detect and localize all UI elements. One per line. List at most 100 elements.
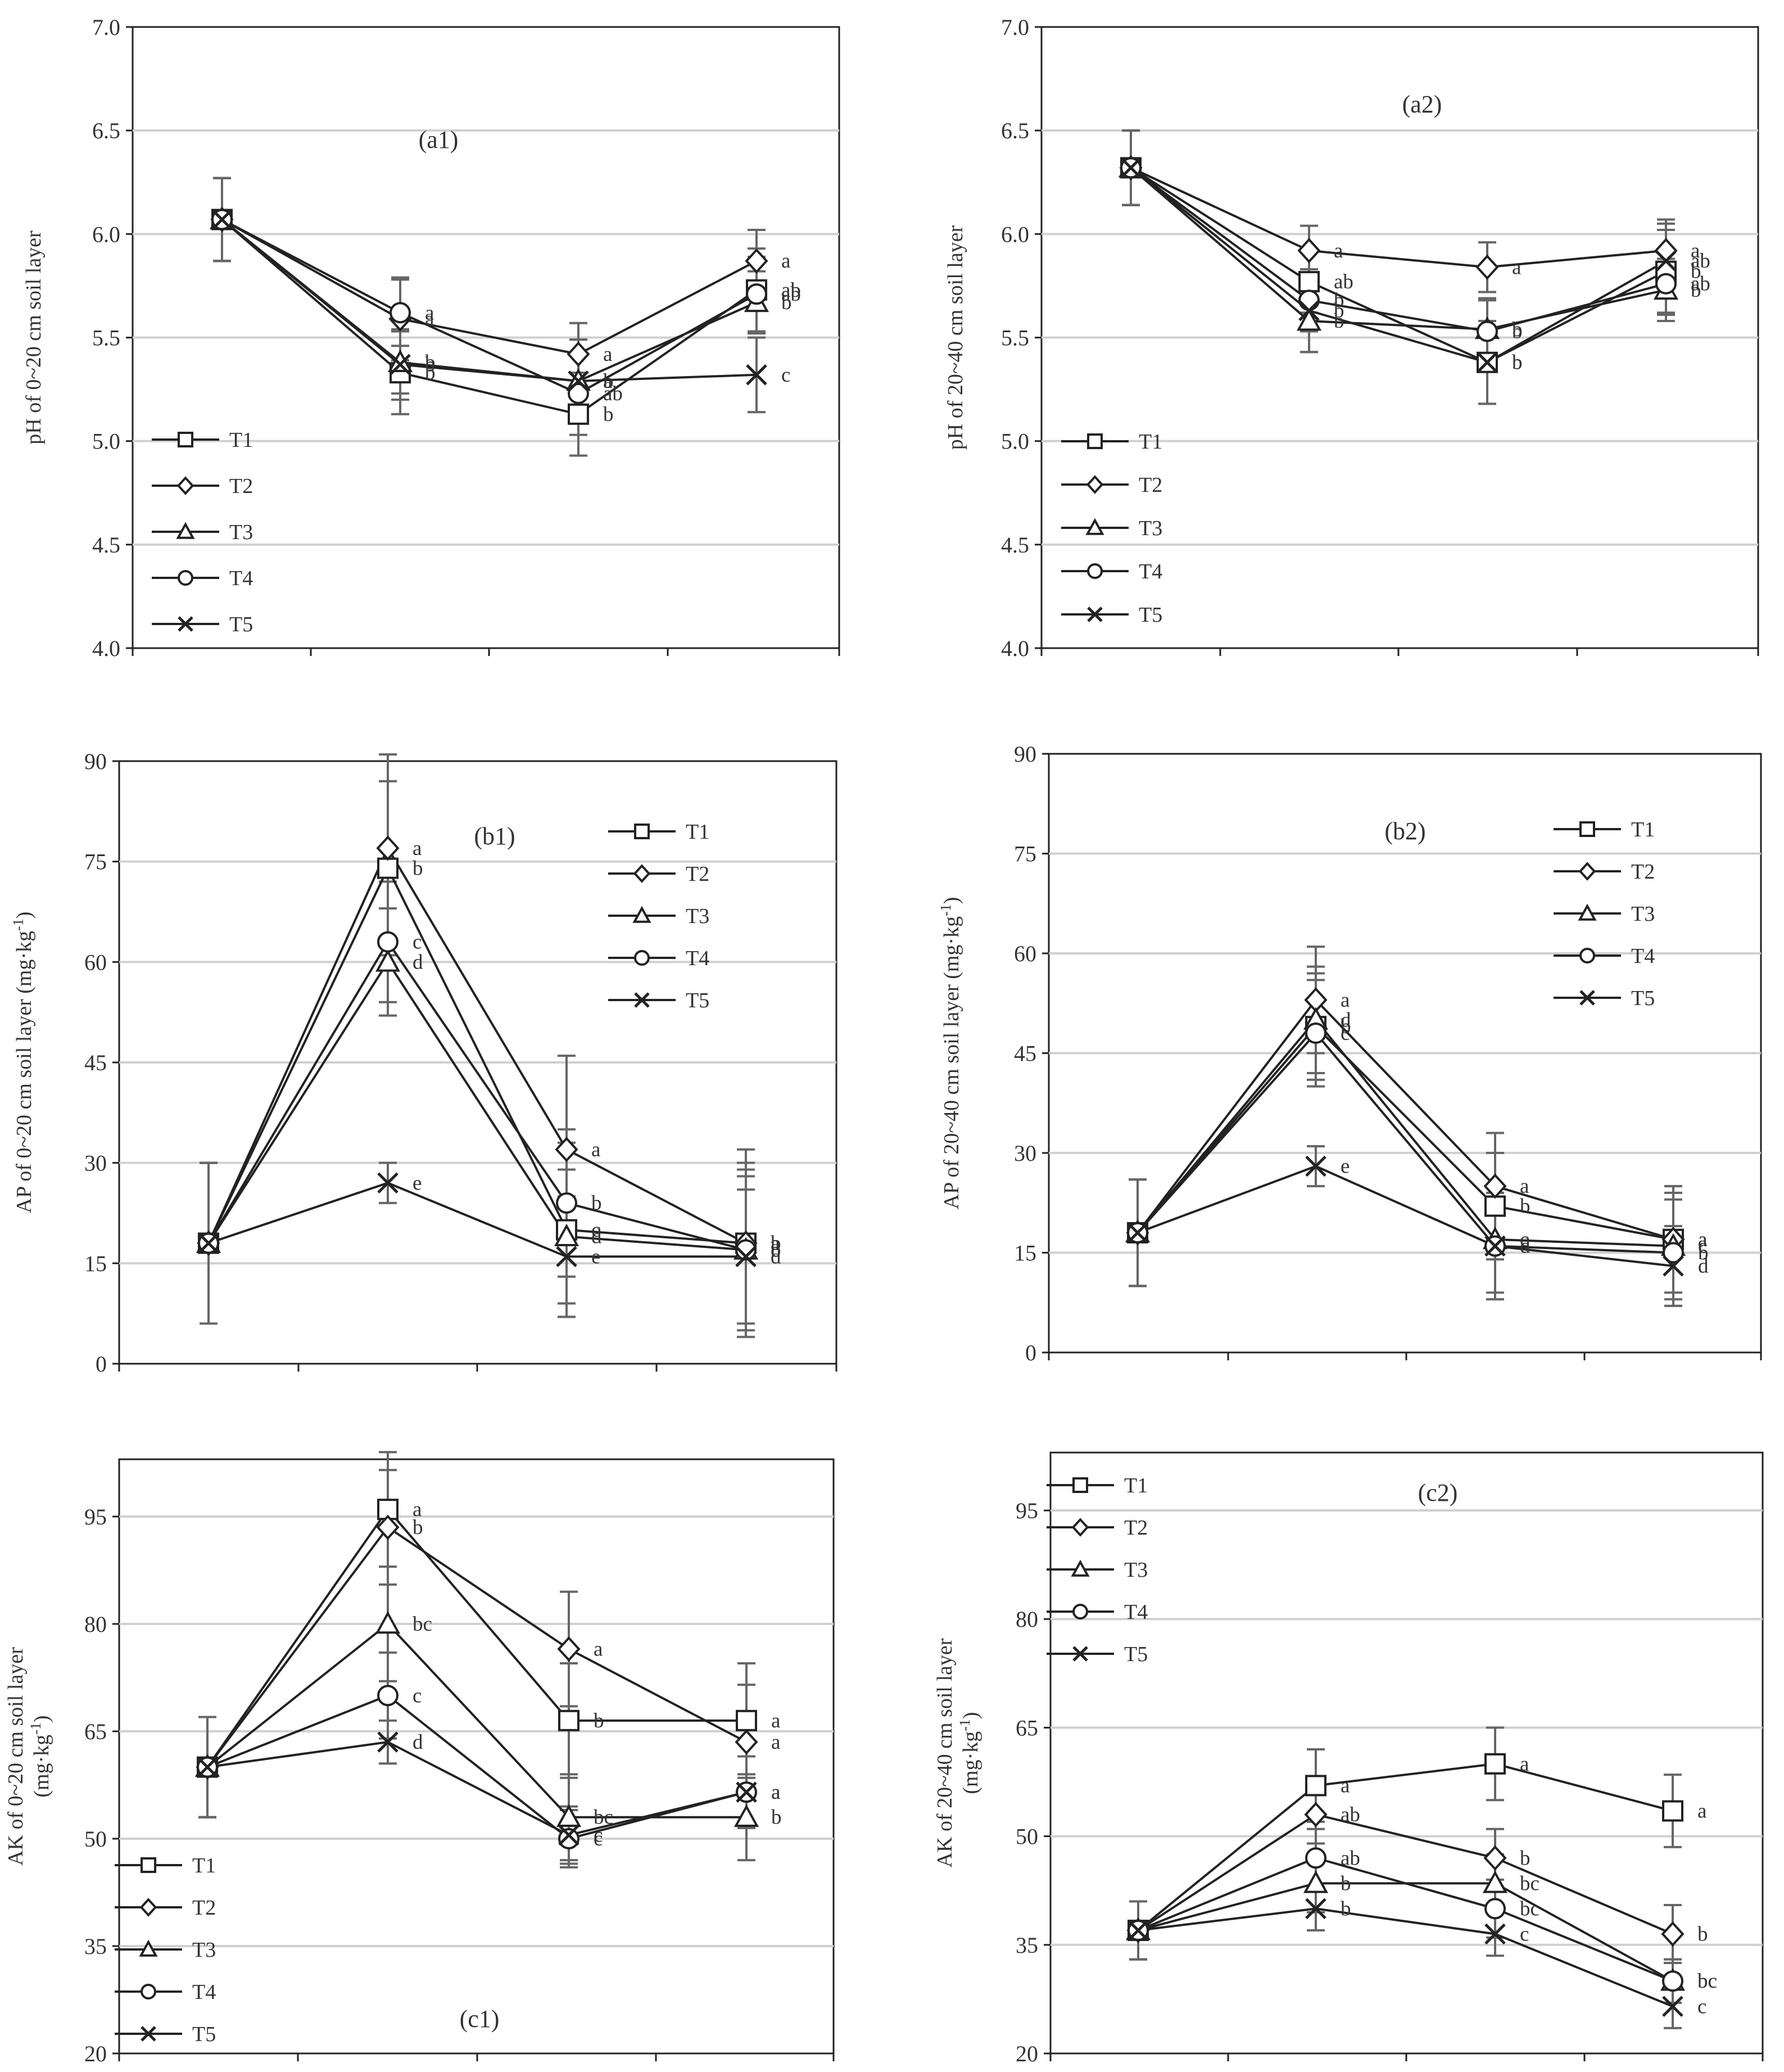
panel-2-legend: T1 T2 T3 T4 T5: [1061, 430, 1162, 627]
panel-2-series-t5-point: [1298, 300, 1320, 322]
panel-6-sig-letter: a: [1341, 1774, 1350, 1797]
panel-4-legend-label: T5: [1631, 987, 1655, 1010]
panel-5-ylabel: AK of 0~20 cm soil layer: [4, 1647, 28, 1866]
panel-5-legend-marker-t2: [139, 1898, 157, 1917]
panel-6-sig-letter: b: [1341, 1872, 1351, 1895]
panel-2-ytick-label: 4.0: [1001, 636, 1029, 661]
panel-3-series-t1-point: [377, 857, 399, 879]
panel-2-sig-letter: b: [1512, 320, 1523, 343]
panel-6-plot-frame: [1049, 1451, 1764, 2055]
panel-1-legend-item-t2: T2: [152, 474, 253, 498]
panel-6-sig-letter: bc: [1697, 1970, 1717, 1993]
panel-6-legend-marker-t1: [1072, 1477, 1088, 1493]
panel-2-legend-item-t4: T4: [1061, 560, 1162, 583]
panel-5-ytick-label: 50: [84, 1826, 107, 1852]
panel-6-legend-label: T4: [1124, 1600, 1148, 1624]
panel-4-sig-letter: a: [1520, 1175, 1529, 1198]
panel-5-series-t5-point: [558, 1824, 579, 1846]
panel-2-legend-label: T4: [1139, 560, 1162, 583]
panel-1-ytick-label: 4.5: [92, 532, 120, 558]
panel-1-sig-letter: a: [603, 370, 612, 393]
panel-6-ytick-label: 65: [1016, 1715, 1038, 1740]
panel-6-series-t4-line: [1138, 1857, 1673, 1983]
panel-1-series-t1-line: [221, 219, 758, 415]
panel-4-series-t2-line: [1136, 998, 1674, 1241]
panel-2-sig-letter: b: [1334, 300, 1344, 323]
panel-5-legend-item-t3: T3: [115, 1938, 216, 1962]
panel-1-sig-letter: a: [425, 307, 434, 331]
panel-3-series-t3-point: [375, 949, 401, 972]
panel-4-series-t4-point: [1663, 1242, 1684, 1264]
panel-4-legend-item-t1: T1: [1554, 818, 1655, 842]
panel-5-series-t2-point: [376, 1514, 400, 1540]
panel-2-ytick-label: 4.5: [1001, 532, 1029, 558]
panel-4-sig-letter: b: [1698, 1242, 1709, 1265]
panel-1-sig-letter: b: [603, 370, 614, 393]
panel-4-ytick-label: 0: [1025, 1340, 1036, 1365]
panel-5-plot-frame: [118, 1458, 835, 2055]
panel-2-series-t4-point: [1655, 273, 1677, 295]
panel-1-legend-marker-t5: [178, 616, 193, 632]
panel-1-sig-letter: ab: [781, 279, 801, 302]
panel-2-legend-item-t2: T2: [1061, 473, 1162, 497]
panel-1-series-t1-point: [568, 403, 589, 425]
panel-5-series-t2-line: [206, 1526, 747, 1768]
panel-6-series-t2-point: [1483, 1845, 1507, 1871]
panel-1-series-t4-line: [221, 218, 757, 395]
panel-4-series-t1-point: [1484, 1195, 1506, 1217]
panel-6-legend-label: T2: [1124, 1516, 1148, 1540]
panel-5-sig-letter: a: [771, 1731, 780, 1754]
panel-1-series-t5-line: [221, 218, 757, 382]
panel-6-series-t4-point: [1484, 1898, 1506, 1920]
panel-5-chart: 20 35 50 65 80 95 AK of 0~20 cm soil layer (mg·…: [4, 1451, 835, 2066]
panel-3-legend: T1 T2 T3 T4 T5: [608, 820, 709, 1012]
panel-6-legend-marker-t4: [1072, 1604, 1088, 1619]
panel-2-ytick-label: 6.0: [1001, 221, 1029, 247]
panel-5-sig-letter: b: [771, 1806, 782, 1829]
panel-6-series-t1-point: [1662, 1800, 1683, 1822]
panel-6-legend-marker-t5: [1072, 1646, 1088, 1662]
panel-6-series-t4-point: [1305, 1847, 1326, 1869]
panel-1-series-t4-point: [390, 302, 411, 324]
panel-3-legend-item-t1: T1: [608, 820, 709, 844]
panel-1-sig-letter: a: [603, 343, 612, 366]
panel-6-legend-marker-t2: [1071, 1518, 1089, 1537]
panel-2-title: (a2): [1402, 91, 1442, 118]
panel-3-sig-letter: b: [413, 857, 423, 880]
panel-6-ytick-label: 20: [1016, 2041, 1038, 2066]
panel-1-series-t3-point: [387, 349, 413, 372]
panel-2-series-t3-point: [1296, 308, 1322, 331]
panel-3-series-t5-point: [198, 1232, 219, 1254]
panel-5-title: (c1): [460, 2005, 500, 2033]
panel-1-ylabel: pH of 0~20 cm soil layer: [22, 230, 46, 445]
panel-2-series-t1-point: [1298, 271, 1320, 293]
panel-1-ytick-label: 6.0: [92, 221, 120, 247]
panel-3-legend-label: T1: [686, 820, 709, 844]
panel-4-legend-label: T4: [1631, 944, 1655, 968]
panel-6-title: (c2): [1418, 1479, 1458, 1507]
panel-3-series-t1-line: [207, 866, 746, 1245]
panel-3-sig-letter: a: [591, 1138, 600, 1161]
panel-1-series-t2-point: [745, 248, 768, 274]
panel-6-series-t5-point: [1662, 1996, 1683, 2017]
panel-1-sig-letter: a: [781, 250, 790, 273]
panel-4-series-t3-line: [1136, 1018, 1674, 1247]
panel-5-legend-marker-t4: [141, 1984, 156, 1999]
panel-1-series-t2-point: [567, 341, 590, 367]
panel-4-series-t4-line: [1136, 1031, 1674, 1254]
panel-5-ytick-label: 20: [84, 2041, 107, 2066]
panel-6-series-t3-point: [1482, 1870, 1508, 1893]
panel-1-ytick-label: 5.5: [92, 325, 120, 351]
panel-2-sig-letter: b: [1512, 318, 1523, 341]
panel-2-series-t5-line: [1130, 166, 1667, 364]
panel-6-sig-letter: bc: [1520, 1897, 1540, 1920]
panel-6-sig-letter: ab: [1341, 1847, 1360, 1870]
panel-2-sig-letter: b: [1334, 289, 1344, 312]
panel-4-series-t5-point: [1484, 1235, 1506, 1257]
panel-5-series-t3-point: [733, 1804, 759, 1827]
panel-5-series-t1-point: [736, 1709, 757, 1731]
panel-6-series-t4-point: [1662, 1970, 1683, 1992]
panel-6-sig-letter: ab: [1341, 1803, 1360, 1826]
panel-1-series-t5-point: [211, 209, 233, 230]
